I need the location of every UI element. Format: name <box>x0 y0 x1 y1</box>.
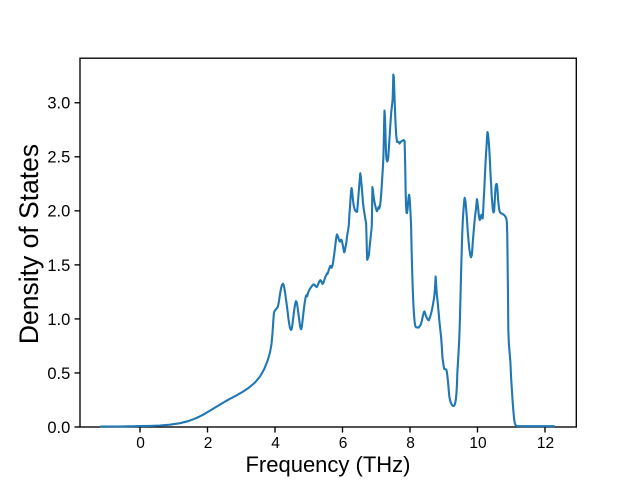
svg-text:8: 8 <box>406 435 415 452</box>
svg-text:Frequency (THz): Frequency (THz) <box>245 452 410 477</box>
svg-text:1.5: 1.5 <box>47 257 70 275</box>
svg-text:10: 10 <box>469 435 487 452</box>
svg-text:2.5: 2.5 <box>47 149 70 167</box>
svg-text:1.0: 1.0 <box>47 311 70 329</box>
svg-text:3.0: 3.0 <box>47 95 70 113</box>
svg-text:0.0: 0.0 <box>47 419 70 437</box>
svg-text:12: 12 <box>537 435 554 452</box>
svg-text:2: 2 <box>204 435 213 452</box>
svg-text:4: 4 <box>271 435 280 452</box>
svg-text:Density of States: Density of States <box>14 144 44 344</box>
svg-text:0.5: 0.5 <box>47 365 70 383</box>
svg-text:6: 6 <box>339 435 348 452</box>
svg-text:2.0: 2.0 <box>47 203 70 221</box>
svg-text:0: 0 <box>136 435 145 452</box>
